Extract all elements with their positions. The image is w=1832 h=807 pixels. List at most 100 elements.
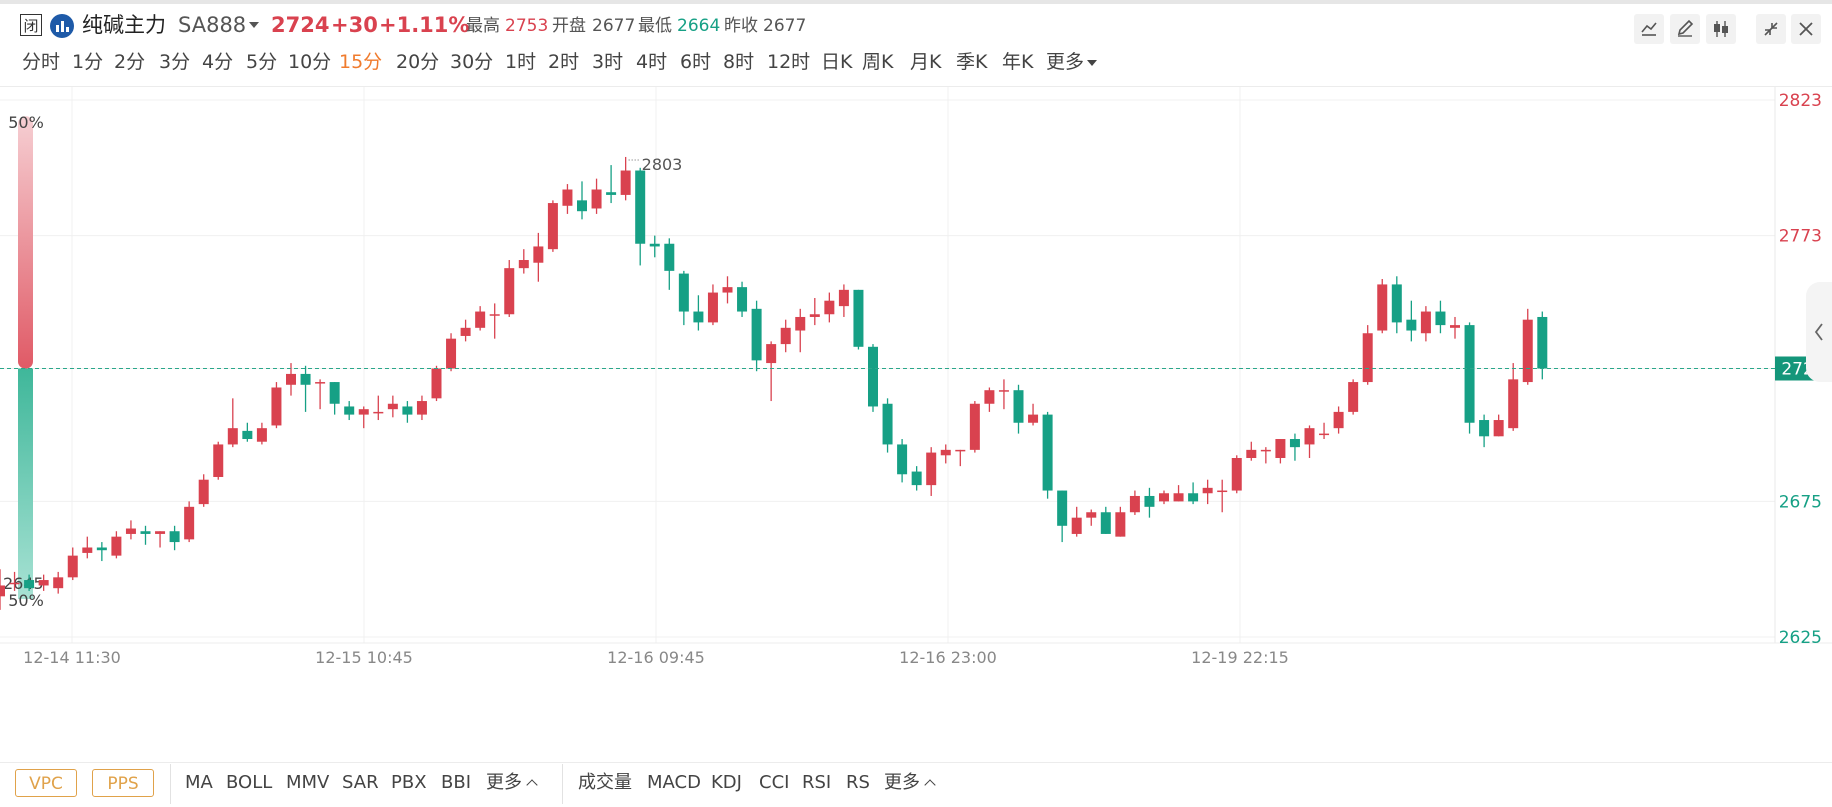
candle-body	[125, 528, 136, 534]
scale-bottom-label: 50%	[8, 591, 44, 610]
candle-body	[766, 344, 777, 364]
max-marker-label: 2803	[642, 155, 683, 174]
pps-button[interactable]: PPS	[92, 769, 154, 797]
candlestick-chart[interactable]: 50%264550%28032724282327732675262512-14 …	[0, 87, 1832, 737]
period-tab[interactable]: 年K	[1002, 51, 1034, 73]
indicator-bbi[interactable]: BBI	[441, 772, 472, 793]
candle-body	[169, 531, 180, 543]
period-tab[interactable]: 4分	[202, 51, 234, 73]
candle-body	[795, 316, 806, 331]
candle-body	[1129, 495, 1140, 513]
period-tab[interactable]: 更多	[1046, 48, 1098, 76]
candle-body	[1260, 449, 1271, 452]
candle-body	[969, 403, 980, 450]
candle-body	[751, 308, 762, 361]
candle-body	[518, 260, 529, 269]
candle-body	[315, 382, 326, 384]
period-tab[interactable]: 6时	[680, 51, 712, 73]
more-label: 更多	[884, 772, 920, 793]
indicator-rs[interactable]: RS	[846, 772, 870, 793]
candle-body	[1231, 458, 1242, 491]
candle-body	[82, 547, 93, 553]
candle-body	[155, 531, 166, 534]
candle-body	[1028, 414, 1039, 423]
period-tab[interactable]: 3分	[159, 51, 191, 73]
indicator-pbx[interactable]: PBX	[391, 772, 427, 793]
candle-body	[227, 428, 238, 445]
main-indicator-more[interactable]: 更多	[486, 769, 538, 797]
period-tab[interactable]: 15分	[339, 51, 383, 73]
indicator-ma[interactable]: MA	[185, 772, 213, 793]
period-tab[interactable]: 月K	[910, 51, 942, 73]
period-tab[interactable]: 10分	[288, 51, 332, 73]
price-change-percent: +1.11%	[379, 13, 470, 37]
period-tab[interactable]: 周K	[862, 51, 894, 73]
period-tab[interactable]: 季K	[956, 51, 988, 73]
shrink-icon[interactable]	[1756, 14, 1786, 44]
candle-body	[198, 479, 209, 505]
x-tick-label: 12-16 23:00	[899, 648, 997, 667]
candle-body	[1508, 379, 1519, 429]
indicator-sar[interactable]: SAR	[342, 772, 379, 793]
vpc-button[interactable]: VPC	[15, 769, 77, 797]
candle-body	[1377, 284, 1388, 331]
indicator-mmv[interactable]: MMV	[286, 772, 330, 793]
candle-body	[1115, 512, 1126, 537]
side-collapse-tab[interactable]	[1806, 282, 1832, 382]
x-tick-label: 12-19 22:15	[1191, 648, 1289, 667]
low-value: 2664	[677, 16, 721, 36]
period-tab[interactable]: 日K	[821, 51, 853, 73]
candle-body	[1246, 449, 1257, 458]
period-tab[interactable]: 12时	[767, 51, 811, 73]
candle-body	[431, 368, 442, 399]
period-tab[interactable]: 20分	[396, 51, 440, 73]
candle-body	[882, 403, 893, 445]
period-tab[interactable]: 30分	[450, 51, 494, 73]
open-value: 2677	[592, 16, 636, 36]
last-price: 2724	[271, 13, 330, 37]
instrument-name[interactable]: 纯碱主力	[82, 13, 166, 37]
period-tab[interactable]: 1时	[505, 51, 537, 73]
candle-body	[446, 338, 457, 369]
period-tab[interactable]: 5分	[246, 51, 278, 73]
candle-body	[1275, 439, 1286, 458]
candle-body	[955, 449, 966, 452]
prev-close-value: 2677	[763, 16, 807, 36]
candle-body	[213, 444, 224, 477]
candle-body	[111, 536, 122, 556]
period-tab[interactable]: 1分	[72, 51, 104, 73]
candle-body	[547, 203, 558, 250]
candle-body	[24, 580, 35, 589]
candle-body	[1042, 414, 1053, 491]
candle-body	[1333, 411, 1344, 429]
period-tab[interactable]: 分时	[22, 51, 61, 73]
candle-body	[635, 170, 646, 244]
candle-body	[416, 401, 427, 415]
candle-body	[1435, 311, 1446, 326]
indicator-volume[interactable]: 成交量	[578, 772, 632, 793]
sub-indicator-more[interactable]: 更多	[884, 769, 936, 797]
period-tab[interactable]: 2时	[548, 51, 580, 73]
instrument-dropdown-icon[interactable]	[249, 22, 259, 28]
period-tab[interactable]: 8时	[723, 51, 755, 73]
indicator-macd[interactable]: MACD	[647, 772, 701, 793]
indicator-kdj[interactable]: KDJ	[711, 772, 742, 793]
period-tab[interactable]: 3时	[592, 51, 624, 73]
candle-body	[9, 582, 20, 585]
pencil-icon[interactable]	[1670, 14, 1700, 44]
candle-body	[577, 200, 587, 212]
candle-body	[533, 246, 544, 263]
line-tool-icon[interactable]	[1634, 14, 1664, 44]
candle-style-icon[interactable]	[1706, 14, 1736, 44]
candle-body	[271, 387, 282, 426]
period-tab[interactable]: 4时	[636, 51, 668, 73]
close-icon[interactable]	[1791, 14, 1821, 44]
candle-body	[53, 577, 64, 589]
indicator-rsi[interactable]: RSI	[802, 772, 832, 793]
period-tab[interactable]: 2分	[114, 51, 146, 73]
instrument-code[interactable]: SA888	[178, 13, 247, 37]
indicator-boll[interactable]: BOLL	[226, 772, 273, 793]
candle-body	[475, 311, 486, 328]
candle-body	[998, 390, 1009, 392]
indicator-cci[interactable]: CCI	[759, 772, 790, 793]
